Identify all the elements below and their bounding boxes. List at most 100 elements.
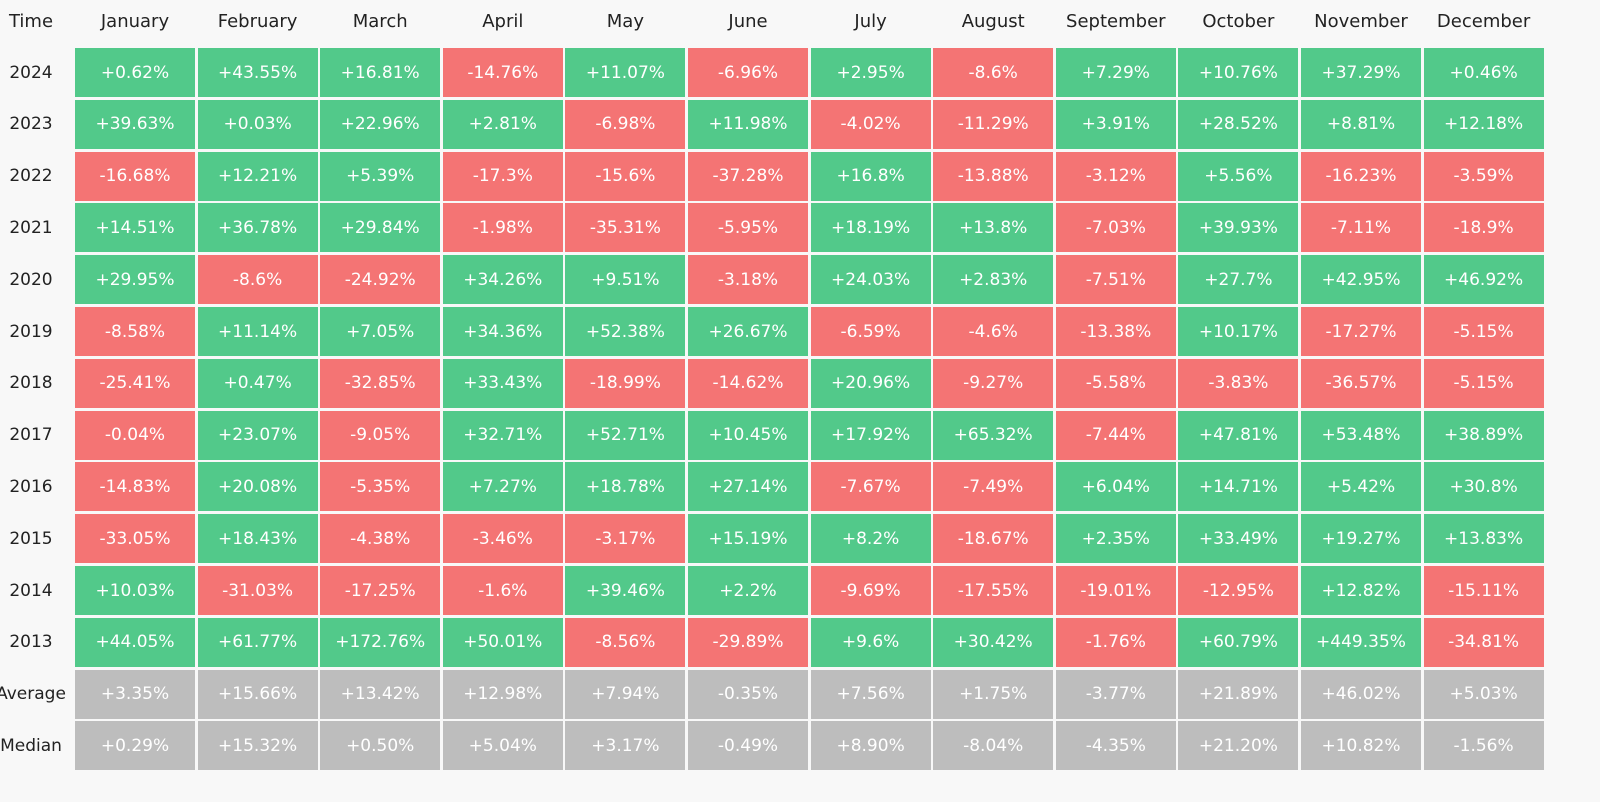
return-cell: +2.35%	[1055, 514, 1176, 564]
return-cell: +9.51%	[565, 255, 686, 305]
return-cell: +33.49%	[1178, 514, 1299, 564]
return-cell: -31.03%	[197, 566, 318, 615]
row-label: 2024	[9, 62, 53, 83]
return-cell: -5.58%	[1055, 358, 1176, 408]
return-cell: +7.29%	[1055, 48, 1176, 97]
month-header: January	[100, 10, 170, 32]
return-cell: -8.6%	[933, 48, 1054, 97]
return-cell: -4.02%	[810, 99, 931, 149]
return-cell: -9.05%	[320, 410, 441, 460]
summary-cell: +0.29%	[75, 721, 195, 771]
return-cell: +46.92%	[1423, 255, 1544, 305]
return-cell: +0.62%	[75, 48, 195, 97]
header-label: Time	[8, 10, 54, 32]
return-cell: +5.56%	[1178, 151, 1299, 201]
return-cell: +23.07%	[197, 410, 318, 460]
month-header: February	[217, 10, 298, 32]
month-header: April	[482, 10, 524, 32]
return-cell: +33.43%	[442, 358, 563, 408]
return-cell: +0.47%	[197, 358, 318, 408]
row-label: 2018	[9, 373, 53, 394]
return-cell: +8.81%	[1301, 99, 1421, 149]
summary-cell: +15.66%	[197, 669, 318, 719]
return-cell: +12.18%	[1423, 99, 1544, 149]
return-cell: +2.81%	[442, 99, 563, 149]
return-cell: -7.51%	[1055, 255, 1176, 305]
return-cell: -1.98%	[442, 203, 563, 253]
return-cell: -17.27%	[1301, 307, 1421, 356]
return-cell: -29.89%	[688, 617, 808, 667]
return-cell: +2.2%	[688, 566, 808, 615]
return-cell: +7.05%	[320, 307, 441, 356]
return-cell: -5.95%	[688, 203, 808, 253]
return-cell: +172.76%	[320, 617, 441, 667]
summary-cell: +12.98%	[442, 669, 563, 719]
return-cell: -7.44%	[1055, 410, 1176, 460]
row-label: 2019	[9, 321, 53, 342]
month-header: March	[352, 10, 408, 32]
return-cell: -8.6%	[197, 255, 318, 305]
return-cell: -5.15%	[1423, 358, 1544, 408]
return-cell: +5.39%	[320, 151, 441, 201]
return-cell: -7.67%	[810, 462, 931, 512]
return-cell: +52.71%	[565, 410, 686, 460]
summary-cell: +8.90%	[810, 721, 931, 771]
return-cell: +65.32%	[933, 410, 1054, 460]
return-cell: +0.46%	[1423, 48, 1544, 97]
return-cell: +32.71%	[442, 410, 563, 460]
return-cell: +44.05%	[75, 617, 195, 667]
return-cell: +39.63%	[75, 99, 195, 149]
return-cell: -4.6%	[933, 307, 1054, 356]
return-cell: +22.96%	[320, 99, 441, 149]
return-cell: +16.8%	[810, 151, 931, 201]
summary-cell: +0.50%	[320, 721, 441, 771]
summary-cell: -1.56%	[1423, 721, 1544, 771]
return-cell: +5.42%	[1301, 462, 1421, 512]
return-cell: +47.81%	[1178, 410, 1299, 460]
summary-cell: +21.20%	[1178, 721, 1299, 771]
return-cell: +52.38%	[565, 307, 686, 356]
row-label: 2013	[9, 632, 53, 653]
return-cell: +53.48%	[1301, 410, 1421, 460]
return-cell: -6.96%	[688, 48, 808, 97]
return-cell: +14.51%	[75, 203, 195, 253]
return-cell: +27.14%	[688, 462, 808, 512]
return-cell: +15.19%	[688, 514, 808, 564]
summary-cell: +7.56%	[810, 669, 931, 719]
return-cell: +39.46%	[565, 566, 686, 615]
row-label: 2020	[9, 269, 53, 290]
return-cell: +17.92%	[810, 410, 931, 460]
return-cell: +12.82%	[1301, 566, 1421, 615]
return-cell: -15.6%	[565, 151, 686, 201]
return-cell: +7.27%	[442, 462, 563, 512]
return-cell: +10.76%	[1178, 48, 1299, 97]
summary-cell: +5.03%	[1423, 669, 1544, 719]
return-cell: -3.12%	[1055, 151, 1176, 201]
return-cell: +11.07%	[565, 48, 686, 97]
return-cell: +9.6%	[810, 617, 931, 667]
return-cell: +11.14%	[197, 307, 318, 356]
row-label: 2023	[9, 114, 53, 135]
return-cell: +37.29%	[1301, 48, 1421, 97]
return-cell: +27.7%	[1178, 255, 1299, 305]
return-cell: -7.03%	[1055, 203, 1176, 253]
return-cell: -3.59%	[1423, 151, 1544, 201]
summary-cell: +13.42%	[320, 669, 441, 719]
return-cell: -14.76%	[442, 48, 563, 97]
return-cell: +16.81%	[320, 48, 441, 97]
return-cell: -25.41%	[75, 358, 195, 408]
return-cell: -4.38%	[320, 514, 441, 564]
summary-cell: +21.89%	[1178, 669, 1299, 719]
return-cell: -14.62%	[688, 358, 808, 408]
return-cell: -11.29%	[933, 99, 1054, 149]
summary-cell: -4.35%	[1055, 721, 1176, 771]
return-cell: -8.58%	[75, 307, 195, 356]
month-header: July	[854, 10, 887, 32]
return-cell: +449.35%	[1301, 617, 1421, 667]
row-label: Average	[0, 684, 66, 705]
return-cell: +38.89%	[1423, 410, 1544, 460]
return-cell: -33.05%	[75, 514, 195, 564]
return-cell: -19.01%	[1055, 566, 1176, 615]
return-cell: +8.2%	[810, 514, 931, 564]
